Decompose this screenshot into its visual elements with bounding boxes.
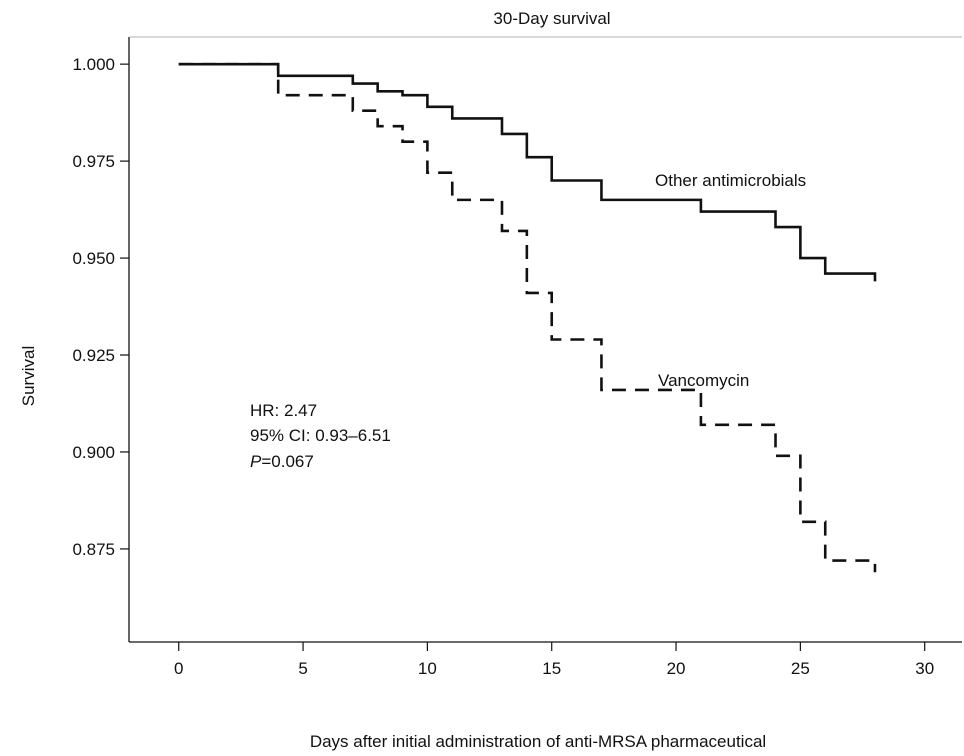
hazard-ratio-text: HR: 2.47 (250, 401, 317, 420)
survival-line-other-antimicrobials (178, 62, 877, 282)
x-tick-label: 20 (667, 659, 686, 678)
x-tick-label: 15 (542, 659, 561, 678)
series-layer (178, 62, 877, 573)
y-tick-label: 0.975 (72, 152, 115, 171)
y-tick-label: 1.000 (72, 55, 115, 74)
chart-title: 30-Day survival (493, 9, 610, 28)
y-ticks: 1.000 0.975 0.950 0.925 0.900 0.875 (72, 55, 129, 559)
x-ticks: 0 5 10 15 20 25 30 (174, 642, 934, 678)
x-tick-label: 0 (174, 659, 183, 678)
y-tick-label: 0.875 (72, 540, 115, 559)
y-tick-label: 0.900 (72, 443, 115, 462)
confidence-interval-text: 95% CI: 0.93–6.51 (250, 426, 391, 445)
x-tick-label: 5 (298, 659, 307, 678)
p-value-text: P=0.067 (250, 452, 314, 471)
stats-annotation: HR: 2.47 95% CI: 0.93–6.51 P=0.067 (250, 401, 391, 471)
survival-line-vancomycin (178, 62, 877, 573)
x-axis-title: Days after initial administration of ant… (310, 732, 766, 751)
x-tick-label: 10 (418, 659, 437, 678)
p-symbol: P (250, 452, 262, 471)
x-tick-label: 30 (915, 659, 934, 678)
y-tick-label: 0.925 (72, 346, 115, 365)
y-axis-title: Survival (19, 346, 38, 406)
y-tick-label: 0.950 (72, 249, 115, 268)
plot-frame (128, 36, 962, 643)
series-label-other-antimicrobials: Other antimicrobials (655, 171, 806, 190)
chart-title-group: 30-Day survival (493, 9, 610, 28)
series-label-vancomycin: Vancomycin (658, 371, 749, 390)
x-tick-label: 25 (791, 659, 810, 678)
p-value: =0.067 (261, 452, 313, 471)
